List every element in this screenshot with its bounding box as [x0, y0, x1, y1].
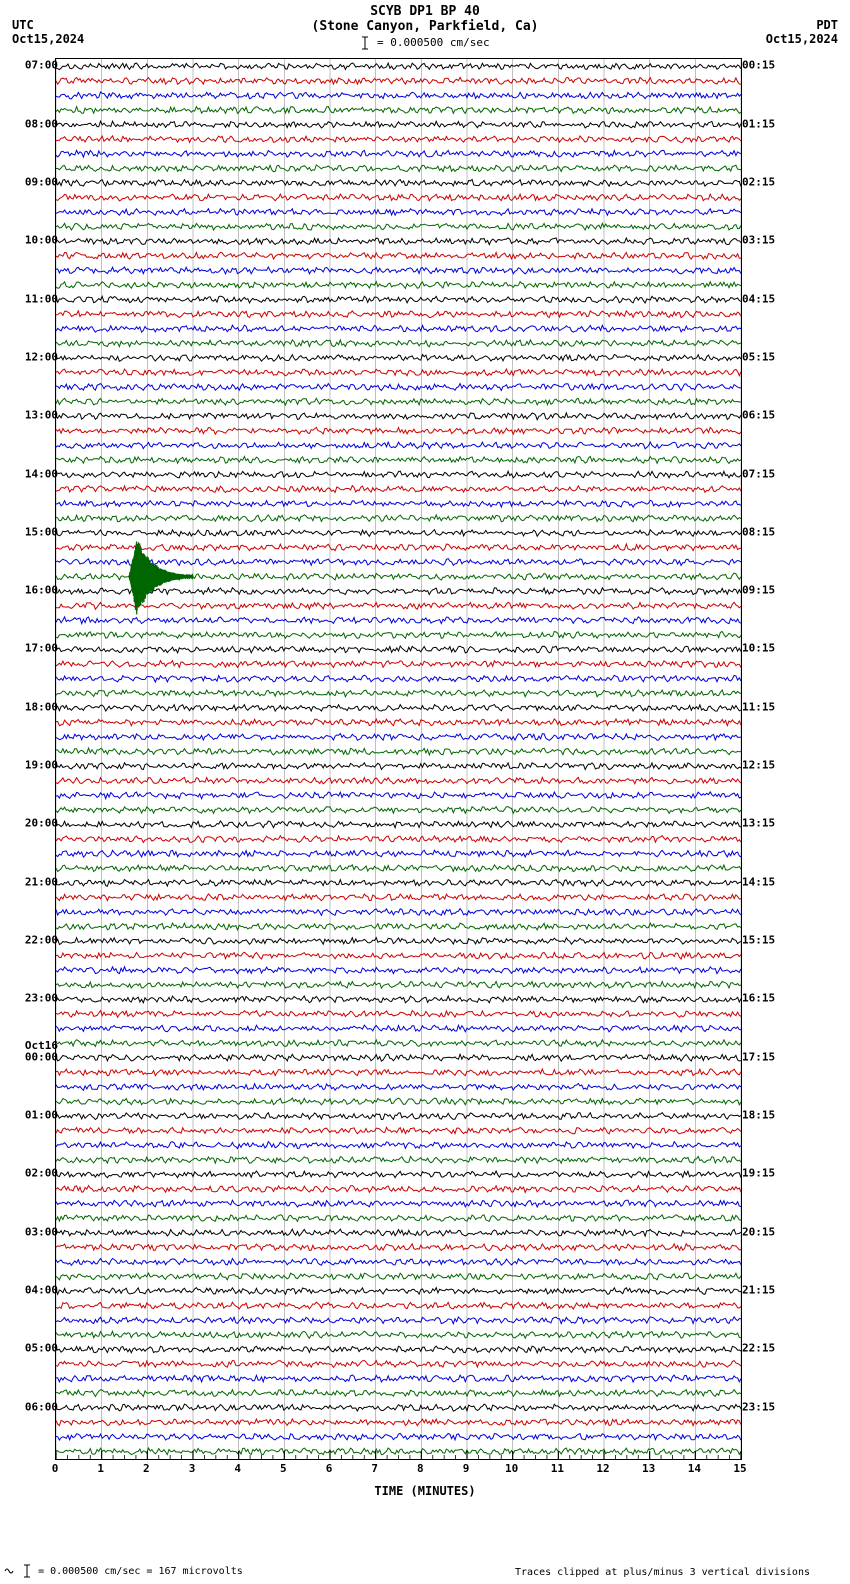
- pdt-hour-label: 06:15: [742, 409, 775, 422]
- utc-hour-label: 05:00: [25, 1342, 58, 1355]
- x-tick: 1: [97, 1462, 104, 1475]
- tz-left-label: UTC: [12, 18, 34, 32]
- date-right-label: Oct15,2024: [766, 32, 838, 46]
- station-subtitle: (Stone Canyon, Parkfield, Ca): [0, 19, 850, 34]
- utc-hour-label: 19:00: [25, 759, 58, 772]
- pdt-hour-label: 11:15: [742, 700, 775, 713]
- footer-left-text: = 0.000500 cm/sec = 167 microvolts: [38, 1566, 243, 1577]
- x-tick: 3: [189, 1462, 196, 1475]
- pdt-hour-label: 10:15: [742, 642, 775, 655]
- pdt-hour-label: 16:15: [742, 992, 775, 1005]
- pdt-hour-label: 21:15: [742, 1284, 775, 1297]
- utc-hour-label: 22:00: [25, 934, 58, 947]
- footer-scale: = 0.000500 cm/sec = 167 microvolts: [4, 1564, 243, 1578]
- x-tick: 15: [733, 1462, 746, 1475]
- pdt-hour-label: 13:15: [742, 817, 775, 830]
- pdt-hour-label: 15:15: [742, 934, 775, 947]
- pdt-hour-label: 23:15: [742, 1400, 775, 1413]
- scale-text: = 0.000500 cm/sec: [377, 36, 490, 49]
- x-tick: 10: [505, 1462, 518, 1475]
- station-title: SCYB DP1 BP 40: [0, 0, 850, 19]
- x-axis-label: TIME (MINUTES): [0, 1484, 850, 1498]
- utc-hour-label: 09:00: [25, 175, 58, 188]
- x-tick: 8: [417, 1462, 424, 1475]
- utc-hour-label: 13:00: [25, 409, 58, 422]
- x-tick: 0: [52, 1462, 59, 1475]
- tz-right-label: PDT: [816, 18, 838, 32]
- pdt-hour-label: 05:15: [742, 350, 775, 363]
- x-tick: 2: [143, 1462, 150, 1475]
- footer-clip-note: Traces clipped at plus/minus 3 vertical …: [515, 1567, 810, 1578]
- utc-hour-label: 04:00: [25, 1284, 58, 1297]
- utc-hour-label: 06:00: [25, 1400, 58, 1413]
- x-tick: 6: [326, 1462, 333, 1475]
- utc-hour-label: 16:00: [25, 584, 58, 597]
- utc-hour-label: 03:00: [25, 1225, 58, 1238]
- utc-hour-label: 21:00: [25, 875, 58, 888]
- pdt-hour-label: 00:15: [742, 59, 775, 72]
- pdt-hour-label: 19:15: [742, 1167, 775, 1180]
- pdt-hour-label: 18:15: [742, 1109, 775, 1122]
- utc-hour-label: 12:00: [25, 350, 58, 363]
- pdt-hour-label: 04:15: [742, 292, 775, 305]
- utc-hour-label: 01:00: [25, 1109, 58, 1122]
- utc-hour-label: 15:00: [25, 525, 58, 538]
- utc-hour-label: 23:00: [25, 992, 58, 1005]
- utc-hour-label: 00:00: [25, 1050, 58, 1063]
- helicorder-plot: [55, 58, 742, 1460]
- utc-hour-label: 08:00: [25, 117, 58, 130]
- pdt-hour-label: 02:15: [742, 175, 775, 188]
- pdt-hour-label: 17:15: [742, 1050, 775, 1063]
- pdt-hour-label: 22:15: [742, 1342, 775, 1355]
- utc-hour-label: 11:00: [25, 292, 58, 305]
- x-tick: 11: [551, 1462, 564, 1475]
- pdt-hour-label: 07:15: [742, 467, 775, 480]
- utc-hour-label: 20:00: [25, 817, 58, 830]
- utc-hour-label: 02:00: [25, 1167, 58, 1180]
- seismogram-container: SCYB DP1 BP 40 (Stone Canyon, Parkfield,…: [0, 0, 850, 1584]
- x-tick: 13: [642, 1462, 655, 1475]
- pdt-hour-label: 09:15: [742, 584, 775, 597]
- pdt-hour-label: 08:15: [742, 525, 775, 538]
- utc-hour-label: 14:00: [25, 467, 58, 480]
- scale-indicator: = 0.000500 cm/sec: [0, 34, 850, 50]
- pdt-hour-label: 12:15: [742, 759, 775, 772]
- x-tick: 5: [280, 1462, 287, 1475]
- pdt-hour-label: 03:15: [742, 234, 775, 247]
- pdt-hour-label: 14:15: [742, 875, 775, 888]
- x-tick: 4: [234, 1462, 241, 1475]
- pdt-hour-label: 20:15: [742, 1225, 775, 1238]
- x-tick: 14: [688, 1462, 701, 1475]
- utc-hour-label: 17:00: [25, 642, 58, 655]
- utc-hour-label: 18:00: [25, 700, 58, 713]
- date-left-label: Oct15,2024: [12, 32, 84, 46]
- utc-hour-label: 07:00: [25, 59, 58, 72]
- x-tick: 12: [596, 1462, 609, 1475]
- pdt-hour-label: 01:15: [742, 117, 775, 130]
- helicorder-svg: [56, 59, 741, 1459]
- x-tick: 7: [371, 1462, 378, 1475]
- x-tick: 9: [463, 1462, 470, 1475]
- utc-hour-label: 10:00: [25, 234, 58, 247]
